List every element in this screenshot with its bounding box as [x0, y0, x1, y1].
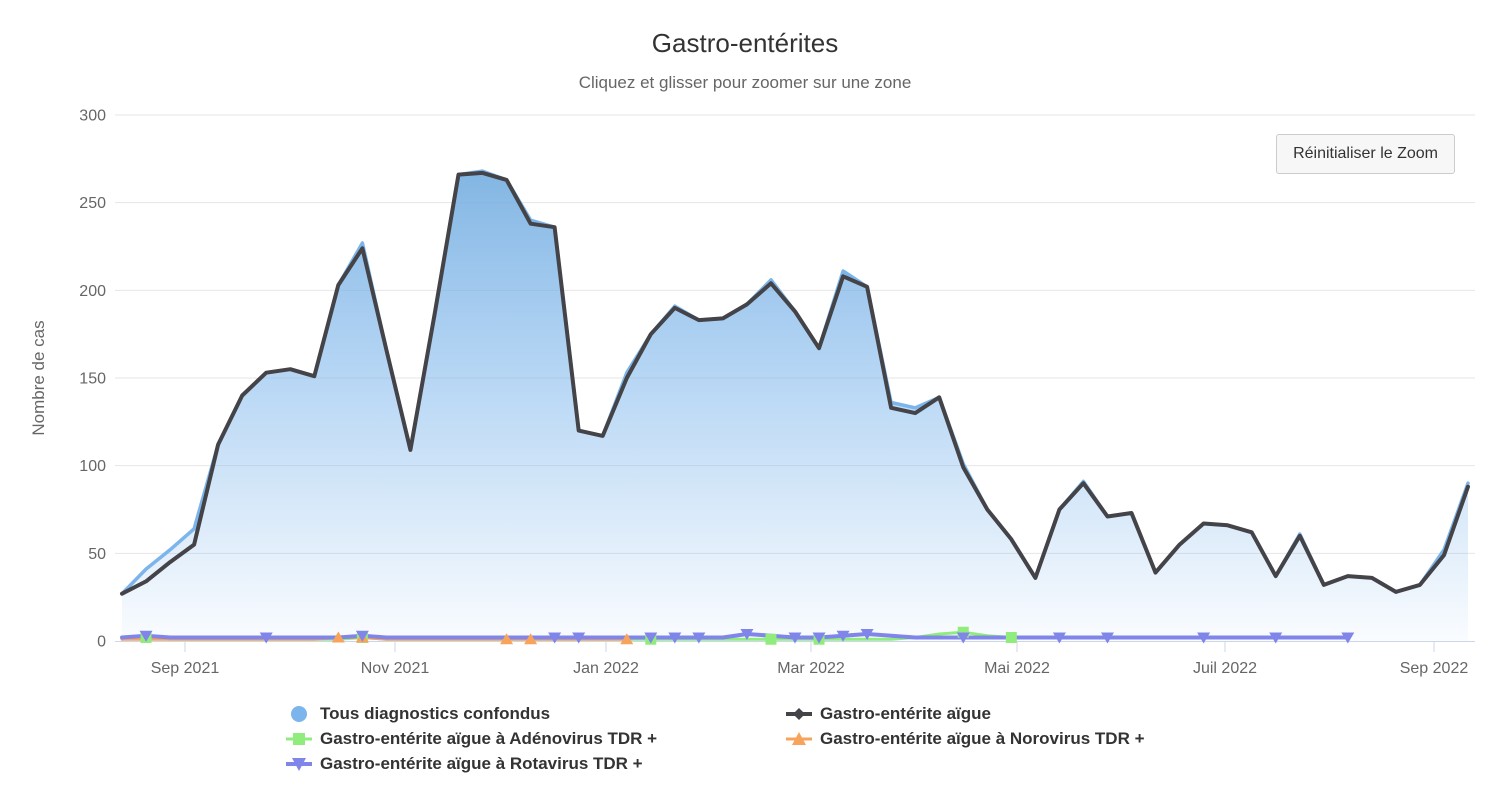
y-axis-label-0: 0 — [97, 634, 106, 651]
marker-triangle-down-rotavirus-tdr-w39 — [1052, 632, 1066, 644]
x-axis-label-4: Mai 2022 — [984, 660, 1050, 677]
diamond-icon — [786, 708, 812, 720]
marker-triangle-up-norovirus-tdr-w21 — [620, 633, 634, 645]
marker-triangle-up-norovirus-tdr-w16 — [500, 633, 514, 645]
marker-triangle-down-rotavirus-tdr-w10 — [355, 630, 369, 642]
legend-label-adenovirus-tdr: Gastro-entérite aïgue à Adénovirus TDR + — [320, 729, 658, 748]
legend-item-tous-diagnostics-confondus[interactable]: Tous diagnostics confondus — [285, 702, 785, 726]
reset-zoom-button[interactable]: Réinitialiser le Zoom — [1276, 134, 1455, 174]
x-axis-label-6: Sep 2022 — [1400, 660, 1469, 677]
x-axis-label-1: Nov 2021 — [361, 660, 430, 677]
marker-triangle-up-norovirus-tdr-w17 — [524, 633, 538, 645]
square-icon — [286, 733, 312, 745]
y-axis-label-100: 100 — [79, 458, 106, 475]
series-line-gastro-enterite-aigue — [120, 170, 1470, 596]
y-axis-label-300: 300 — [79, 108, 106, 125]
x-axis-label-2: Jan 2022 — [573, 660, 639, 677]
plot-area[interactable]: 0 50 100 150 200 250 300 Nombre de cas Sep 2021 N… — [0, 0, 1490, 700]
marker-triangle-down-rotavirus-tdr-w26 — [740, 628, 754, 640]
y-axis-label-250: 250 — [79, 195, 106, 212]
marker-triangle-down-rotavirus-tdr-w23 — [668, 632, 682, 644]
y-axis-label-150: 150 — [79, 371, 106, 388]
series-line-rotavirus-tdr — [120, 632, 1350, 640]
marker-square-adenovirus-tdr-w35 — [957, 626, 969, 638]
triangle-up-icon — [786, 732, 812, 745]
legend-label-norovirus-tdr: Gastro-entérite aïgue à Norovirus TDR + — [820, 729, 1145, 748]
marker-triangle-down-rotavirus-tdr-w1 — [139, 630, 153, 642]
marker-triangle-down-rotavirus-tdr-w30 — [836, 630, 850, 642]
legend: Tous diagnostics confondus Gastro-entérit… — [285, 702, 1290, 776]
marker-square-adenovirus-tdr-w37 — [1005, 631, 1017, 643]
legend-item-adenovirus-tdr[interactable]: Gastro-entérite aïgue à Adénovirus TDR + — [285, 727, 785, 751]
marker-triangle-down-rotavirus-tdr-w41 — [1100, 632, 1114, 644]
legend-label-rotavirus-tdr: Gastro-entérite aïgue à Rotavirus TDR + — [320, 754, 643, 773]
marker-triangle-down-rotavirus-tdr-w19 — [572, 632, 586, 644]
y-axis-label-200: 200 — [79, 283, 106, 300]
legend-item-gastro-enterite-aigue[interactable]: Gastro-entérite aïgue — [785, 702, 1290, 726]
marker-triangle-down-rotavirus-tdr-w29 — [812, 632, 826, 644]
x-axis-label-5: Juil 2022 — [1193, 660, 1257, 677]
circle-icon — [291, 706, 307, 722]
legend-label-tous-diagnostics-confondus: Tous diagnostics confondus — [320, 704, 551, 723]
marker-triangle-down-rotavirus-tdr-w18 — [548, 632, 562, 644]
marker-triangle-down-rotavirus-tdr-w6 — [259, 632, 273, 644]
marker-triangle-down-rotavirus-tdr-w31 — [860, 628, 874, 640]
marker-triangle-up-norovirus-tdr-w9 — [331, 631, 345, 643]
marker-triangle-down-rotavirus-tdr-w24 — [692, 632, 706, 644]
marker-triangle-down-rotavirus-tdr-w45 — [1197, 632, 1211, 644]
series-area-tous-diagnostics-confondus — [122, 171, 1468, 641]
legend-label-gastro-enterite-aigue: Gastro-entérite aïgue — [820, 704, 991, 723]
marker-triangle-down-rotavirus-tdr-w28 — [788, 632, 802, 644]
y-axis-title: Nombre de cas — [29, 320, 48, 435]
marker-square-adenovirus-tdr-w27 — [765, 633, 777, 645]
legend-item-rotavirus-tdr[interactable]: Gastro-entérite aïgue à Rotavirus TDR + — [285, 752, 785, 776]
chart-subtitle: Cliquez et glisser pour zoomer sur une z… — [578, 73, 912, 92]
legend-item-norovirus-tdr[interactable]: Gastro-entérite aïgue à Norovirus TDR + — [785, 727, 1290, 751]
triangle-down-icon — [286, 758, 312, 771]
chart-title: Gastro-entérites — [651, 28, 839, 58]
x-axis-label-3: Mar 2022 — [777, 660, 845, 677]
x-axis-label-0: Sep 2021 — [151, 660, 220, 677]
marker-triangle-down-rotavirus-tdr-w51 — [1341, 632, 1355, 644]
marker-triangle-down-rotavirus-tdr-w22 — [644, 632, 658, 644]
marker-triangle-down-rotavirus-tdr-w48 — [1269, 632, 1283, 644]
marker-triangle-down-rotavirus-tdr-w35 — [956, 632, 970, 644]
y-axis-label-50: 50 — [88, 546, 106, 563]
